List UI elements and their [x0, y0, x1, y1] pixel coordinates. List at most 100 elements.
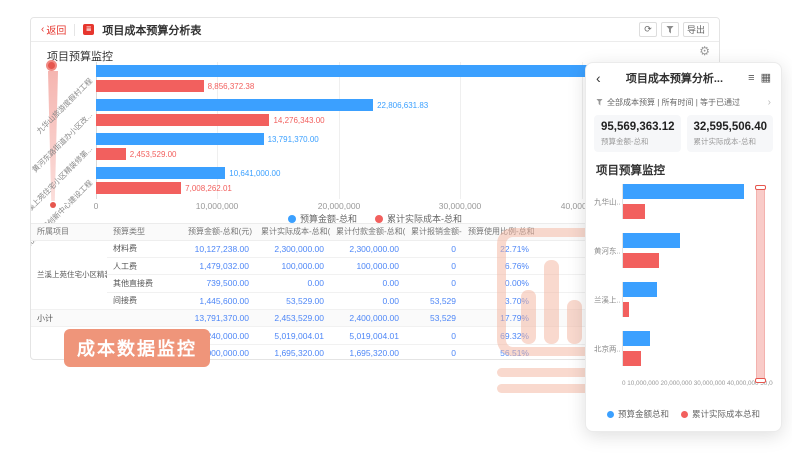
bar-value-label: 10,641,000.00 — [229, 168, 281, 178]
stat-value: 95,569,363.12 — [601, 121, 675, 133]
budget-bar — [623, 282, 658, 297]
filter-icon — [665, 25, 674, 34]
export-button[interactable]: 导出 — [682, 22, 709, 37]
reimburse-cell: 0 — [405, 344, 462, 359]
panel-back-button[interactable]: ‹ — [596, 70, 601, 86]
x-axis-tick: 30,000,000 — [438, 201, 482, 211]
panel-chart: 九华山.. 黄河东.. 兰溪上.. — [594, 184, 773, 400]
budget-type-cell: 间接费 — [107, 292, 182, 311]
actual-cost-bar — [623, 302, 630, 317]
header-cell: 预算使用比例-总和(%) — [462, 224, 535, 241]
legend-label: 预算金额总和 — [617, 409, 669, 419]
reimburse-cell: 53,529 — [405, 292, 462, 311]
actual-cost-bar — [96, 80, 204, 92]
stat-label: 预算金额-总和 — [601, 137, 649, 146]
funnel-icon — [596, 98, 603, 106]
budget-amount-cell: 1,479,032.00 — [182, 257, 255, 276]
header-cell: 累计报销金额-总和(元) — [405, 224, 462, 241]
budget-type-cell: 材料费 — [107, 240, 182, 258]
filter-button[interactable] — [660, 22, 679, 37]
chart-bar-group: 8,856,372.38 — [96, 65, 717, 92]
reimburse-cell: 0 — [405, 257, 462, 276]
back-chevron-icon: ‹ — [41, 24, 45, 35]
legend-item-budget[interactable]: 预算金额-总和 — [288, 212, 357, 225]
actual-cost-cell: 100,000.00 — [255, 257, 330, 276]
titlebar: ‹ 返回 ≣ 项目成本预算分析表 ⟳ 导出 — [31, 18, 719, 42]
legend-dot-icon — [681, 410, 688, 418]
budget-amount-cell: 10,127,238.00 — [182, 240, 255, 258]
usage-ratio-cell: 56.51% — [462, 344, 535, 359]
payment-cell: 0.00 — [330, 292, 405, 311]
bar-value-label: 14,276,343.00 — [273, 115, 325, 125]
chart-bar-group: 兰溪上.. — [594, 282, 773, 317]
mobile-preview-panel: ‹ 项目成本预算分析... ≡ ▦ 全部成本预算 | 所有时间 | 等于已通过 … — [585, 62, 782, 432]
chart-section-title: 项目预算监控 — [47, 51, 113, 63]
back-button[interactable]: ‹ 返回 — [41, 22, 66, 37]
subtotal-label-cell: 小计 — [31, 309, 107, 328]
refresh-icon: ⟳ — [644, 24, 652, 34]
export-label: 导出 — [686, 25, 705, 35]
bar-value-label: 22,806,631.83 — [377, 100, 429, 110]
panel-stats: 95,569,363.12 预算金额-总和 32,595,506.40 累计实际… — [586, 111, 781, 154]
payment-cell: 1,695,320.00 — [330, 344, 405, 359]
budget-amount-cell: 1,445,600.00 — [182, 292, 255, 311]
actual-cost-cell: 0.00 — [255, 274, 330, 293]
legend-item-actual[interactable]: 累计实际成本-总和 — [375, 212, 462, 225]
titlebar-divider — [74, 23, 76, 36]
x-axis-tick: 20,000,000 — [317, 201, 361, 211]
chart-bar-group: 九华山.. — [594, 184, 773, 219]
panel-legend: 预算金额总和 累计实际成本总和 — [586, 408, 781, 420]
legend-label: 累计实际成本总和 — [692, 409, 761, 419]
header-cell: 预算类型 — [107, 224, 182, 241]
panel-header: ‹ 项目成本预算分析... ≡ ▦ — [586, 63, 781, 93]
legend-item-actual[interactable]: 累计实际成本总和 — [681, 408, 760, 420]
datazoom-left-bottom-handle-icon[interactable] — [50, 202, 56, 208]
stat-card-budget: 95,569,363.12 预算金额-总和 — [594, 115, 681, 152]
usage-ratio-cell: 0.00% — [462, 274, 535, 293]
x-axis-tick: 10,000,000 — [195, 201, 239, 211]
datazoom-top-handle-icon[interactable] — [755, 185, 766, 190]
header-cell: 累计实际成本-总和(元) — [255, 224, 330, 241]
reimburse-cell: 53,529 — [405, 309, 462, 328]
bar-value-label: 2,453,529.00 — [129, 149, 177, 159]
budget-type-cell: 其他直接费 — [107, 274, 182, 293]
budget-bar — [96, 65, 684, 77]
gear-icon[interactable]: ⚙ — [699, 44, 710, 58]
panel-category-label: 黄河东.. — [594, 246, 620, 255]
gridline — [339, 62, 340, 199]
panel-filter-bar[interactable]: 全部成本预算 | 所有时间 | 等于已通过 › — [586, 93, 781, 111]
payment-cell: 5,019,004.01 — [330, 326, 405, 345]
stat-value: 32,595,506.40 — [693, 121, 768, 133]
legend-item-budget[interactable]: 预算金额总和 — [606, 408, 669, 420]
reimburse-cell: 0 — [405, 326, 462, 345]
grid-view-icon[interactable]: ▦ — [760, 71, 771, 84]
panel-x-axis-labels: 0 10,000,000 20,000,000 30,000,000 40,00… — [622, 380, 773, 387]
budget-amount-cell: 13,791,370.00 — [182, 309, 255, 328]
budget-bar — [623, 233, 681, 248]
actual-cost-cell: 2,453,529.00 — [255, 309, 330, 328]
table-row: 兰溪上苑住宅小区精装修第... 材料费 10,127,238.00 2,300,… — [31, 240, 719, 311]
budget-bar — [623, 331, 650, 346]
refresh-button[interactable]: ⟳ — [638, 22, 657, 37]
payment-cell: 2,300,000.00 — [330, 240, 405, 258]
chevron-right-icon: › — [767, 96, 771, 108]
chart-bar-group: 北京两.. — [594, 331, 773, 366]
datazoom-bottom-handle-icon[interactable] — [755, 378, 766, 383]
datazoom-slider-right[interactable] — [755, 185, 766, 383]
actual-cost-cell: 2,300,000.00 — [255, 240, 330, 258]
panel-category-label: 北京两.. — [594, 344, 620, 353]
budget-amount-cell: 739,500.00 — [182, 274, 255, 293]
bar-value-label: 13,791,370.00 — [267, 134, 319, 144]
payment-cell: 2,400,000.00 — [330, 309, 405, 328]
datazoom-slider-left[interactable] — [48, 71, 58, 201]
legend-dot-icon — [606, 410, 614, 418]
list-view-icon[interactable]: ≡ — [748, 71, 755, 84]
titlebar-actions: ⟳ 导出 — [638, 22, 709, 37]
datazoom-left-top-handle-icon[interactable] — [46, 60, 57, 71]
back-label: 返回 — [46, 26, 67, 37]
panel-section-title: 项目预算监控 — [596, 165, 665, 177]
usage-ratio-cell: 6.76% — [462, 257, 535, 276]
reimburse-cell: 0 — [405, 274, 462, 293]
bar-value-label: 7,008,262.01 — [185, 183, 232, 193]
actual-cost-cell: 5,019,004.01 — [255, 326, 330, 345]
